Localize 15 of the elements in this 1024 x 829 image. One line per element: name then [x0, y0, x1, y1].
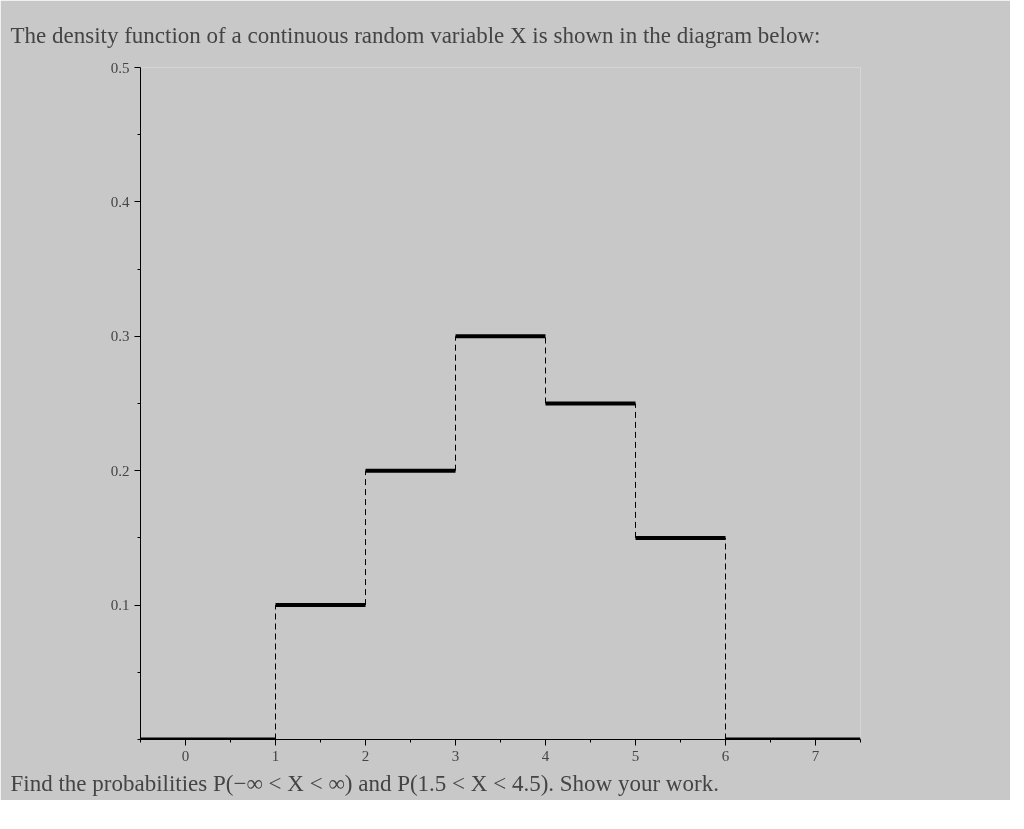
x-tick-label: 4: [541, 747, 550, 764]
x-tick-label: 6: [721, 747, 730, 764]
text: Find the probabilities P(−∞ < X < ∞) and P(1.5 < X < 4.5). Show your work.: [10, 770, 719, 796]
x-tick-label: 5: [631, 747, 640, 764]
x-tick-label: 3: [451, 747, 460, 764]
y-tick-label: 0.2: [110, 462, 130, 479]
x-tick-label: 2: [361, 747, 370, 764]
y-tick-label: 0.3: [110, 328, 130, 345]
y-tick-label: 0.5: [110, 59, 130, 76]
y-tick-label: 0.1: [110, 597, 130, 614]
x-tick-label: 0: [181, 747, 190, 764]
x-tick-label: 7: [811, 747, 820, 764]
x-tick-label: 1: [271, 747, 280, 764]
chart-title: The density function of a continuous random variable X is shown in the diagram below:: [10, 22, 821, 48]
y-tick-label: 0.4: [110, 193, 130, 210]
